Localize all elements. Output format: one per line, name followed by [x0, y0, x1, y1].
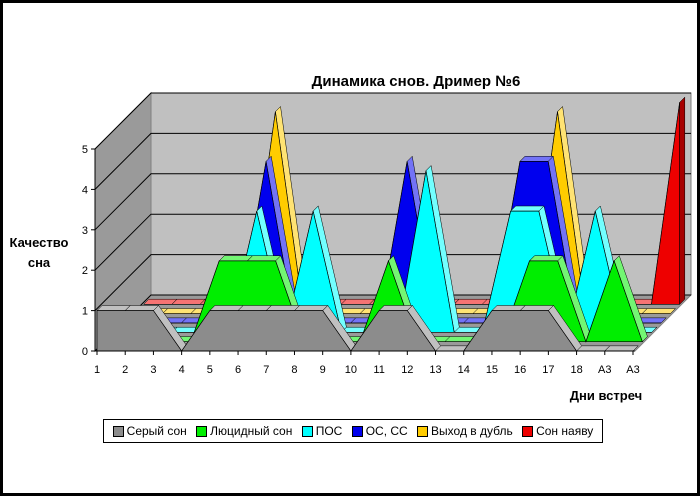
x-tick-label: 3 [150, 364, 156, 376]
legend-item: Серый сон [112, 424, 187, 438]
series-top-face [293, 305, 329, 311]
x-tick-label: 11 [373, 364, 384, 376]
series-end-cap [660, 317, 667, 324]
x-tick-label: 13 [429, 364, 441, 376]
legend-label: Сон наяву [536, 424, 594, 438]
y-tick-label: 5 [82, 144, 88, 156]
y-tick-label: 0 [82, 346, 88, 358]
x-axis-title: Дни встреч [570, 388, 642, 403]
x-tick-label: 4 [179, 364, 185, 376]
x-tick-label: 5 [207, 364, 213, 376]
y-axis-title-line1: Качество [10, 235, 69, 250]
series-area [96, 310, 633, 352]
x-tick-label: 17 [542, 364, 554, 376]
series-top-face [510, 205, 545, 212]
series-top-face [209, 305, 244, 311]
gridline [94, 132, 691, 190]
legend-item: Сон наяву [522, 424, 593, 438]
x-tick-label: 16 [514, 364, 526, 376]
legend-item: Люцидный сон [196, 424, 292, 438]
x-tick-label: 14 [458, 364, 470, 376]
x-tick-label: 1 [94, 364, 100, 376]
series-top-face [143, 298, 178, 305]
series-top-face [237, 305, 273, 311]
series-0 [96, 305, 639, 352]
series-end-cap [679, 96, 686, 305]
gridline [94, 92, 691, 150]
series-top-face [491, 305, 526, 311]
y-tick-label: 4 [82, 184, 88, 196]
legend-label: ОС, СС [365, 424, 408, 438]
legend-item: Выход в дубль [417, 424, 513, 438]
legend-swatch [301, 425, 313, 437]
series-top-face [161, 308, 197, 314]
y-tick-label: 3 [82, 225, 88, 237]
series-top-face [124, 305, 160, 311]
series-top-face [519, 156, 554, 162]
x-tick-label: 9 [320, 364, 326, 376]
series-top-face [171, 298, 206, 305]
series-end-cap [632, 345, 639, 352]
legend-swatch [522, 425, 534, 437]
series-top-face [575, 345, 611, 352]
series-end-cap [670, 308, 676, 314]
legend-swatch [112, 425, 124, 437]
legend-label: Люцидный сон [210, 424, 293, 438]
series-top-face [528, 255, 564, 262]
x-tick-label: А3 [598, 364, 611, 376]
x-tick-label: 7 [263, 364, 269, 376]
legend-swatch [196, 425, 208, 437]
series-top-face [604, 345, 639, 352]
legend-label: Серый сон [126, 424, 187, 438]
series-top-face [218, 255, 254, 262]
x-tick-label: 10 [345, 364, 357, 376]
series-top-face [378, 305, 414, 311]
gridline [94, 173, 691, 231]
series-top-face [340, 298, 376, 305]
x-tick-label: 2 [122, 364, 128, 376]
x-tick-label: А3 [626, 364, 639, 376]
series-top-face [96, 305, 131, 311]
chart-frame: 0 1 2 3 4 5 1 2 3 4 5 6 7 8 9 10 11 12 13 14 15 16 17 18 А3 А3 Ди… [3, 3, 697, 493]
y-tick-label: 2 [82, 265, 88, 277]
series-layer [96, 96, 686, 352]
series-top-face [265, 305, 301, 311]
series-top-face [641, 308, 677, 314]
legend-item: ПОС [301, 424, 343, 438]
series-top-face [519, 305, 555, 311]
x-tick-label: 12 [401, 364, 413, 376]
chart-title: Динамика снов. Дример №6 [312, 73, 521, 90]
legend-label: ПОС [315, 424, 343, 438]
x-tick-label: 8 [291, 364, 297, 376]
legend: Серый сон Люцидный сон ПОС ОС, СС Выход в ду… [103, 419, 603, 443]
legend-swatch [351, 425, 363, 437]
legend-swatch [417, 425, 429, 437]
y-tick-label: 1 [82, 306, 88, 318]
x-tick-label: 6 [235, 364, 241, 376]
legend-label: Выход в дубль [431, 424, 513, 438]
x-tick-label: 18 [570, 364, 582, 376]
legend-item: ОС, СС [351, 424, 408, 438]
series-top-face [246, 255, 282, 262]
y-axis-title-line2: сна [28, 255, 51, 270]
series-end-cap [642, 336, 648, 342]
series-top-face [453, 298, 488, 305]
series-end-cap [651, 327, 657, 333]
x-tick-label: 15 [486, 364, 498, 376]
